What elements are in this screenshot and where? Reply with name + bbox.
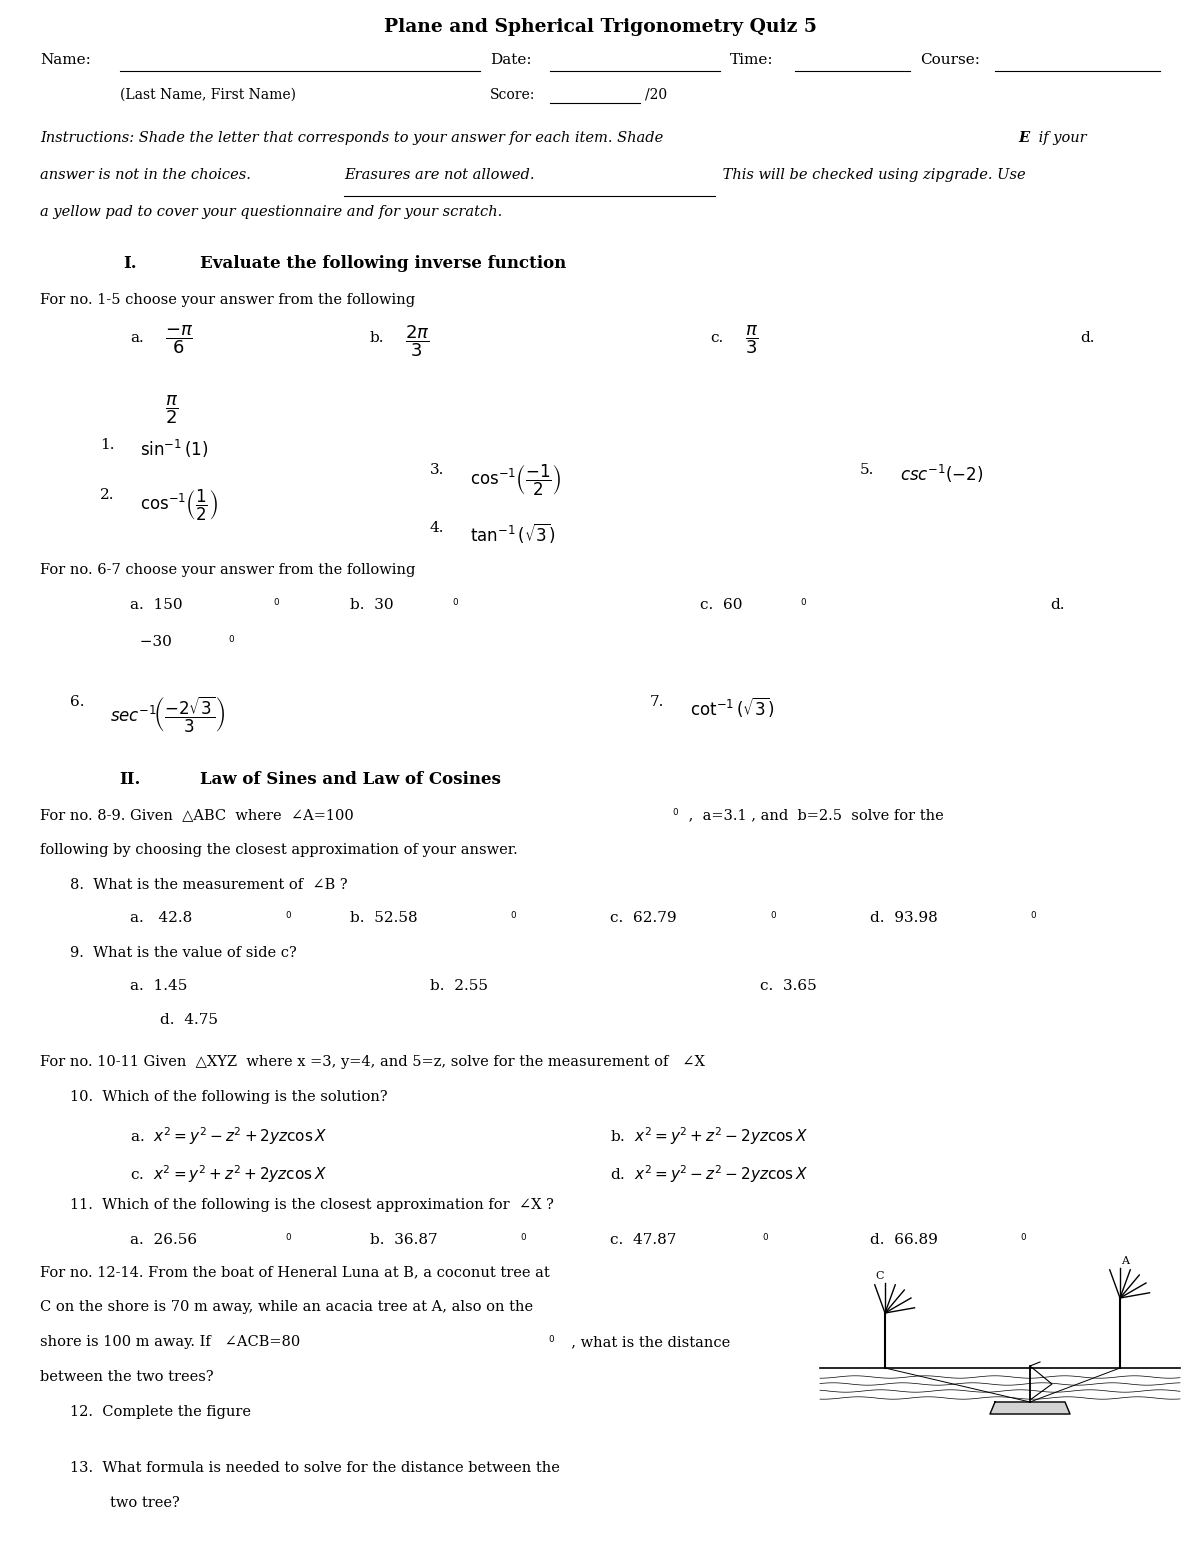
Text: $^0$: $^0$	[1020, 1233, 1027, 1246]
Text: a yellow pad to cover your questionnaire and for your scratch.: a yellow pad to cover your questionnaire…	[40, 205, 503, 219]
Text: d.  $x^2=y^2-z^2-2yz\cos X$: d. $x^2=y^2-z^2-2yz\cos X$	[610, 1163, 808, 1185]
Text: This will be checked using zipgrade. Use: This will be checked using zipgrade. Use	[718, 168, 1026, 182]
Text: $\mathit{sec}^{-1}\!\left(\dfrac{-2\sqrt{3}}{3}\right)$: $\mathit{sec}^{-1}\!\left(\dfrac{-2\sqrt…	[110, 696, 226, 735]
Text: 11.  Which of the following is the closest approximation for  ∠X ?: 11. Which of the following is the closes…	[70, 1197, 554, 1211]
Text: $^0$: $^0$	[672, 808, 679, 822]
Text: 8.  What is the measurement of  ∠B ?: 8. What is the measurement of ∠B ?	[70, 877, 348, 891]
Polygon shape	[1030, 1367, 1052, 1399]
Text: Score:: Score:	[490, 89, 535, 102]
Text: Instructions: Shade the letter that corresponds to your answer for each item. Sh: Instructions: Shade the letter that corr…	[40, 130, 668, 144]
Text: $\dfrac{-\pi}{6}$: $\dfrac{-\pi}{6}$	[166, 323, 193, 356]
Text: c.: c.	[710, 331, 724, 345]
Text: b.  30: b. 30	[350, 598, 394, 612]
Text: $\cot^{-1}(\sqrt{3})$: $\cot^{-1}(\sqrt{3})$	[690, 696, 774, 719]
Text: $\cos^{-1}\!\left(\dfrac{1}{2}\right)$: $\cos^{-1}\!\left(\dfrac{1}{2}\right)$	[140, 488, 218, 523]
Text: d.: d.	[1080, 331, 1094, 345]
Text: $^0$: $^0$	[548, 1336, 556, 1348]
Text: II.: II.	[119, 770, 140, 787]
Text: c.  60: c. 60	[700, 598, 743, 612]
Text: C on the shore is 70 m away, while an acacia tree at A, also on the: C on the shore is 70 m away, while an ac…	[40, 1300, 533, 1314]
Text: $^0$: $^0$	[762, 1233, 769, 1246]
Text: ,  a=3.1 , and  b=2.5  solve for the: , a=3.1 , and b=2.5 solve for the	[684, 808, 943, 822]
Text: For no. 1-5 choose your answer from the following: For no. 1-5 choose your answer from the …	[40, 294, 415, 307]
Text: $\tan^{-1}(\sqrt{3})$: $\tan^{-1}(\sqrt{3})$	[470, 520, 556, 545]
Text: 10.  Which of the following is the solution?: 10. Which of the following is the soluti…	[70, 1090, 388, 1104]
Text: $\sin^{-1}(1)$: $\sin^{-1}(1)$	[140, 438, 209, 460]
Text: a.  150: a. 150	[130, 598, 182, 612]
Text: Evaluate the following inverse function: Evaluate the following inverse function	[200, 255, 566, 272]
Text: For no. 12-14. From the boat of Heneral Luna at B, a coconut tree at: For no. 12-14. From the boat of Heneral …	[40, 1266, 550, 1280]
Text: $\dfrac{\pi}{3}$: $\dfrac{\pi}{3}$	[745, 323, 758, 356]
Text: d.  4.75: d. 4.75	[160, 1013, 218, 1027]
Text: Time:: Time:	[730, 53, 774, 67]
Text: answer is not in the choices.: answer is not in the choices.	[40, 168, 256, 182]
Text: $^0$: $^0$	[452, 598, 460, 610]
Text: $^0$: $^0$	[510, 912, 517, 924]
Text: $^0$: $^0$	[520, 1233, 527, 1246]
Text: I.: I.	[124, 255, 137, 272]
Text: $^0$: $^0$	[800, 598, 808, 610]
Text: b.  36.87: b. 36.87	[370, 1233, 438, 1247]
Text: $^0$: $^0$	[770, 912, 778, 924]
Text: 2.: 2.	[100, 488, 114, 502]
Text: 3.: 3.	[430, 463, 444, 477]
Text: A: A	[1121, 1256, 1129, 1266]
Text: c.  $x^2=y^2+z^2+2yz\cos X$: c. $x^2=y^2+z^2+2yz\cos X$	[130, 1163, 326, 1185]
Text: $\cos^{-1}\!\left(\dfrac{-1}{2}\right)$: $\cos^{-1}\!\left(\dfrac{-1}{2}\right)$	[470, 463, 562, 499]
Polygon shape	[990, 1402, 1070, 1413]
Text: d.  93.98: d. 93.98	[870, 912, 937, 926]
Text: 7.: 7.	[650, 696, 665, 710]
Text: /20: /20	[646, 89, 667, 102]
Text: 13.  What formula is needed to solve for the distance between the: 13. What formula is needed to solve for …	[70, 1461, 560, 1475]
Text: a.  1.45: a. 1.45	[130, 978, 187, 992]
Text: $^0$: $^0$	[1030, 912, 1037, 924]
Text: $^0$: $^0$	[286, 912, 292, 924]
Text: b.: b.	[370, 331, 384, 345]
Text: Date:: Date:	[490, 53, 532, 67]
Text: $^0$: $^0$	[228, 635, 235, 648]
Text: a.: a.	[130, 331, 144, 345]
Text: if your: if your	[1034, 130, 1087, 144]
Text: b.  52.58: b. 52.58	[350, 912, 418, 926]
Text: C: C	[876, 1270, 884, 1281]
Text: Erasures are not allowed.: Erasures are not allowed.	[344, 168, 534, 182]
Text: Course:: Course:	[920, 53, 980, 67]
Text: 5.: 5.	[860, 463, 875, 477]
Text: $\mathit{csc}^{-1}(-2)$: $\mathit{csc}^{-1}(-2)$	[900, 463, 984, 485]
Text: c.  3.65: c. 3.65	[760, 978, 817, 992]
Text: d.: d.	[1050, 598, 1064, 612]
Text: For no. 8-9. Given  △ABC  where  ∠A=100: For no. 8-9. Given △ABC where ∠A=100	[40, 808, 354, 822]
Text: $^0$: $^0$	[274, 598, 280, 610]
Text: E: E	[1018, 130, 1030, 144]
Text: following by choosing the closest approximation of your answer.: following by choosing the closest approx…	[40, 843, 517, 857]
Text: two tree?: two tree?	[110, 1496, 180, 1510]
Text: −30: −30	[130, 635, 172, 649]
Text: 12.  Complete the figure: 12. Complete the figure	[70, 1405, 251, 1419]
Text: c.  62.79: c. 62.79	[610, 912, 677, 926]
Text: a.  $x^2=y^2-z^2+2yz\cos X$: a. $x^2=y^2-z^2+2yz\cos X$	[130, 1124, 328, 1146]
Text: c.  47.87: c. 47.87	[610, 1233, 677, 1247]
Text: shore is 100 m away. If   ∠ACB=80: shore is 100 m away. If ∠ACB=80	[40, 1336, 300, 1350]
Text: a.  26.56: a. 26.56	[130, 1233, 197, 1247]
Text: 4.: 4.	[430, 520, 444, 534]
Text: Name:: Name:	[40, 53, 91, 67]
Text: b.  2.55: b. 2.55	[430, 978, 488, 992]
Text: For no. 6-7 choose your answer from the following: For no. 6-7 choose your answer from the …	[40, 564, 415, 578]
Text: 1.: 1.	[100, 438, 114, 452]
Text: b.  $x^2=y^2+z^2-2yz\cos X$: b. $x^2=y^2+z^2-2yz\cos X$	[610, 1124, 808, 1146]
Text: between the two trees?: between the two trees?	[40, 1370, 214, 1384]
Text: $^0$: $^0$	[286, 1233, 292, 1246]
Text: 9.  What is the value of side c?: 9. What is the value of side c?	[70, 946, 296, 960]
Text: (Last Name, First Name): (Last Name, First Name)	[120, 89, 296, 102]
Text: Plane and Spherical Trigonometry Quiz 5: Plane and Spherical Trigonometry Quiz 5	[384, 19, 816, 36]
Text: d.  66.89: d. 66.89	[870, 1233, 938, 1247]
Text: Law of Sines and Law of Cosines: Law of Sines and Law of Cosines	[200, 770, 500, 787]
Text: $\dfrac{2\pi}{3}$: $\dfrac{2\pi}{3}$	[406, 323, 430, 359]
Text: , what is the distance: , what is the distance	[562, 1336, 731, 1350]
Text: $\dfrac{\pi}{2}$: $\dfrac{\pi}{2}$	[166, 393, 179, 426]
Text: For no. 10-11 Given  △XYZ  where x =3, y=4, and 5=z, solve for the measurement o: For no. 10-11 Given △XYZ where x =3, y=4…	[40, 1054, 704, 1068]
Text: 6.: 6.	[70, 696, 84, 710]
Text: a.   42.8: a. 42.8	[130, 912, 192, 926]
